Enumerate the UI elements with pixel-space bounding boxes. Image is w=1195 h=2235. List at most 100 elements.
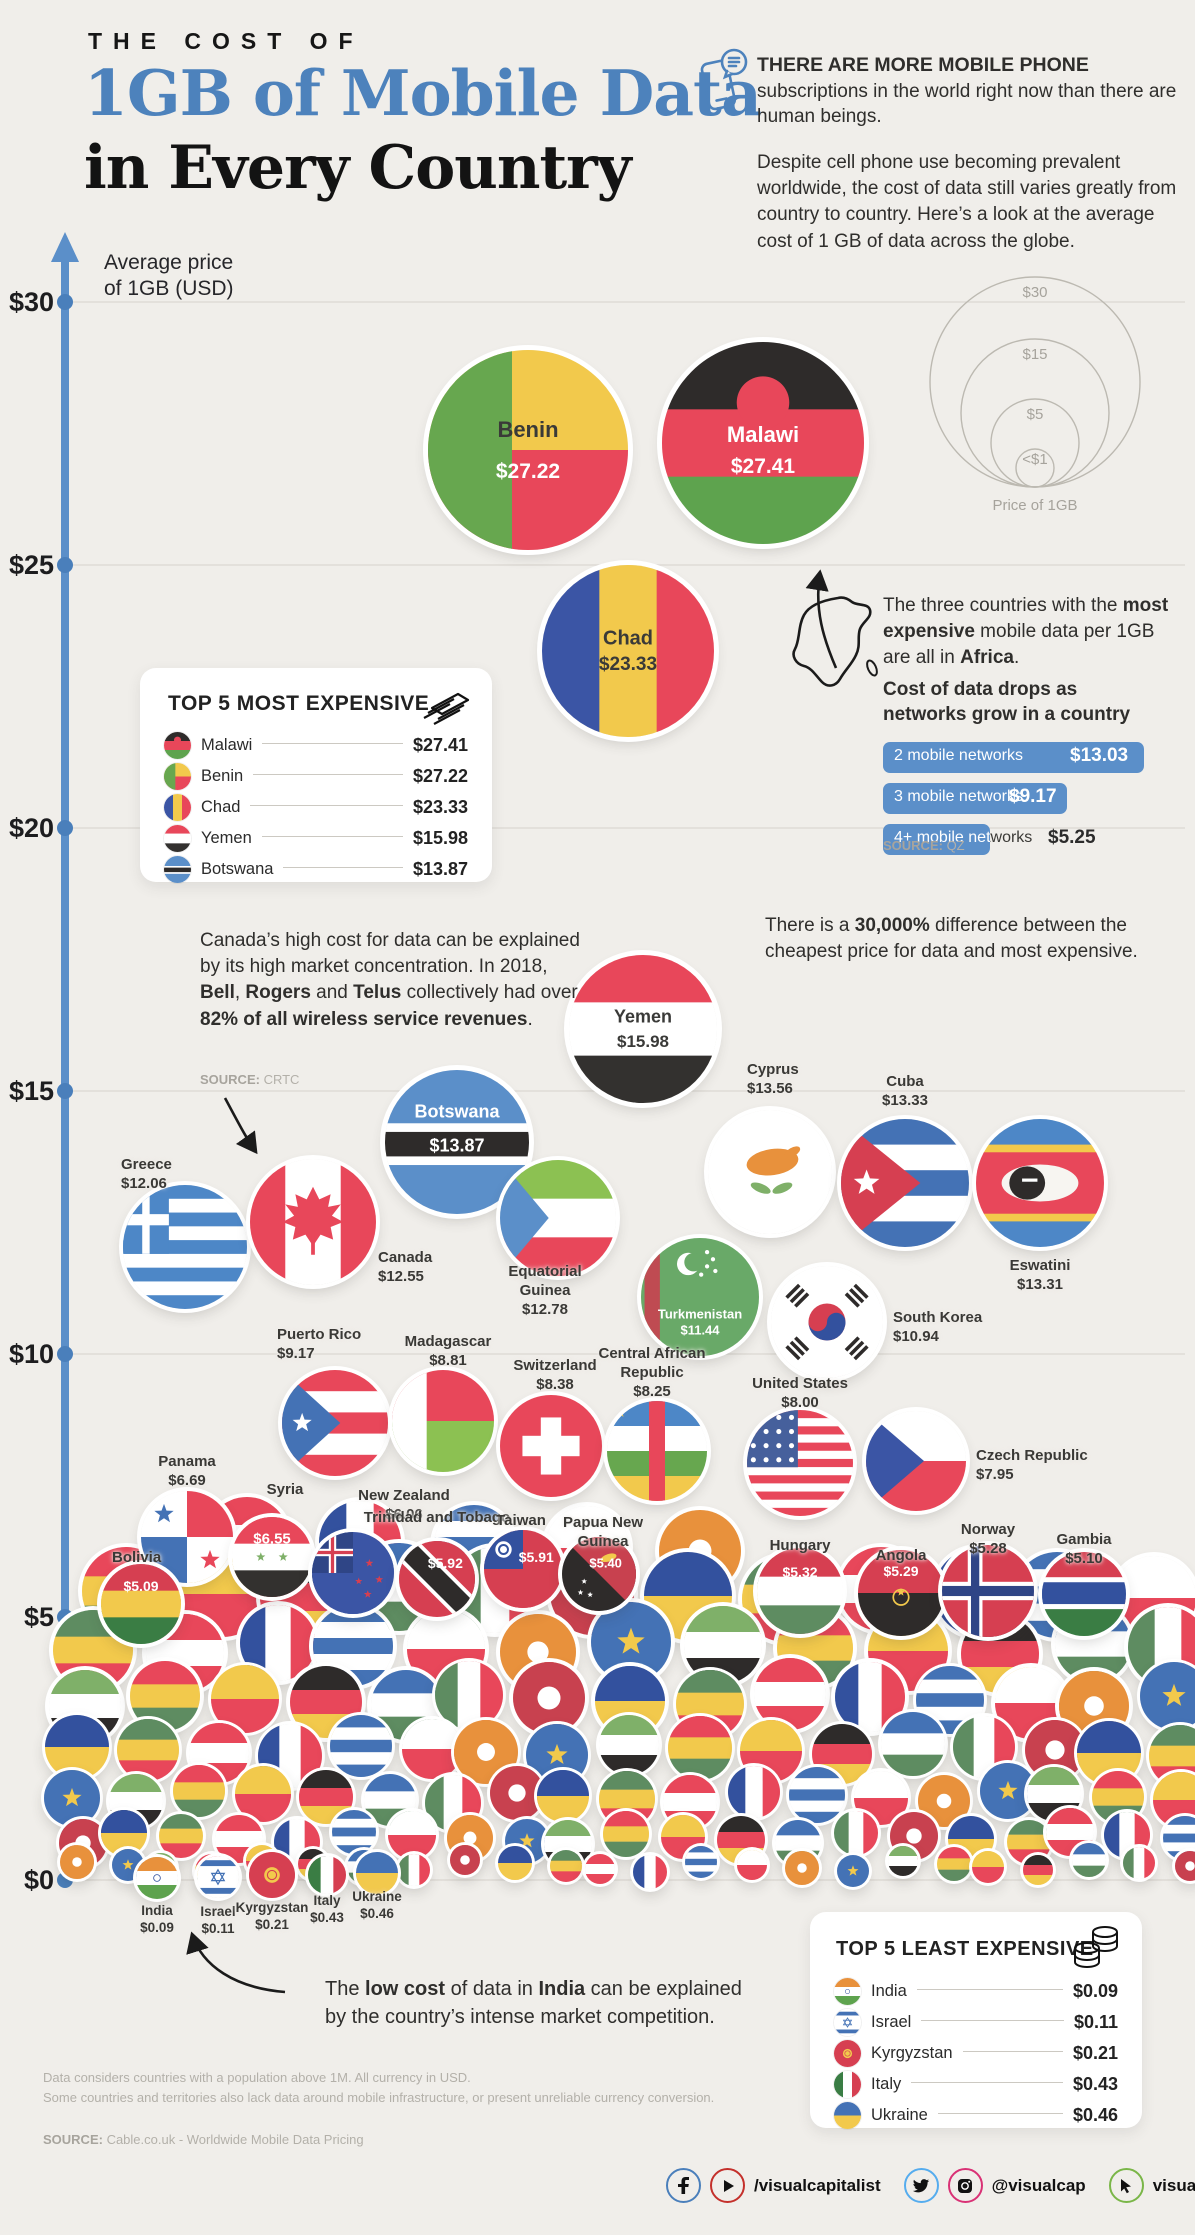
footer-notes: Data considers countries with a populati… <box>43 2068 714 2108</box>
social-handle-fb-yt[interactable]: /visualcapitalist <box>754 2175 881 2195</box>
network-bar: 4+ mobile networks <box>883 824 990 855</box>
bubble-value-botswana: $13.87 <box>429 1135 485 1156</box>
malawi-mini-flag-icon <box>164 732 191 759</box>
bubble-cyprus <box>708 1110 832 1234</box>
bubble-value-bolivia: $5.09 <box>123 1578 159 1594</box>
network-bar-value: $13.03 <box>1070 745 1129 766</box>
top5-least-expensive-rows: India $0.09 Israel $0.11 Kyrgyzstan $0.21 Ital… <box>834 1976 1118 2131</box>
bubble-label-cuba: Cuba $13.33 <box>882 1073 928 1110</box>
bubble-eqguinea <box>500 1160 616 1276</box>
network-bar-row: 3 mobile networks $9.17 <box>883 783 1183 814</box>
crowd-flag-bubble <box>330 1715 393 1777</box>
y-tick-25: $25 <box>8 550 54 580</box>
bubble-png: $5.40 <box>562 1537 636 1611</box>
bubble-benin: Benin $27.22 <box>428 350 628 550</box>
svg-text:$15: $15 <box>1022 346 1047 363</box>
india-mini-flag-icon <box>834 1978 861 2005</box>
botswana-mini-flag-icon <box>164 856 191 883</box>
bubble-value-png: $5.40 <box>589 1555 622 1571</box>
leader-line <box>262 743 403 744</box>
crowd-flag-bubble <box>449 1845 480 1875</box>
top5-row-botswana: Botswana $13.87 <box>164 854 468 885</box>
bubble-name-botswana: Botswana <box>414 1101 500 1122</box>
top5-row-israel: Israel $0.11 <box>834 2007 1118 2038</box>
top5-row-malawi: Malawi $27.41 <box>164 730 468 761</box>
crowd-flag-bubble <box>936 1847 971 1881</box>
social-handle-tw-ig[interactable]: @visualcap <box>991 2175 1086 2195</box>
crowd-flag-bubble <box>602 1811 649 1857</box>
bubble-label-india: India $0.09 <box>140 1903 174 1936</box>
top5-row-benin: Benin $27.22 <box>164 761 468 792</box>
crowd-flag-bubble <box>736 1850 767 1880</box>
y-tick-15: $15 <box>8 1076 54 1106</box>
instagram-icon[interactable] <box>947 2168 983 2203</box>
top5-row-chad: Chad $23.33 <box>164 792 468 823</box>
top5-row-kyrgyzstan: Kyrgyzstan $0.21 <box>834 2038 1118 2069</box>
top5-most-expensive-panel: TOP 5 MOST EXPENSIVE Malawi $27.41 Benin $2… <box>140 668 492 885</box>
bubble-malawi: Malawi $27.41 <box>662 342 864 544</box>
leader-line <box>911 2082 1063 2083</box>
network-bar-label: 2 mobile networks <box>894 747 1023 764</box>
network-source: SOURCE: QZ <box>883 838 965 853</box>
footer-source: SOURCE: Cable.co.uk - Worldwide Mobile D… <box>43 2132 364 2147</box>
top5-value: $27.41 <box>412 735 468 755</box>
facebook-icon[interactable] <box>666 2168 701 2203</box>
leader-line <box>962 2051 1063 2052</box>
arrow-to-canada <box>223 1097 258 1155</box>
footer-note-1: Data considers countries with a populati… <box>43 2070 471 2085</box>
bubble-label-eswatini: Eswatini $13.31 <box>1009 1257 1071 1294</box>
bubble-label-ukraine: Ukraine $0.46 <box>352 1889 402 1922</box>
bubble-label-png: Papua New Guinea <box>562 1514 644 1551</box>
bubble-label-nz: New Zealand $6.06 <box>358 1487 450 1524</box>
benin-mini-flag-icon <box>164 763 191 790</box>
youtube-icon[interactable] <box>710 2168 745 2203</box>
bubble-label-israel: Israel $0.11 <box>200 1904 236 1937</box>
bubble-usa <box>747 1410 853 1516</box>
bubble-value-benin: $27.22 <box>495 460 561 483</box>
bubble-label-cyprus: Cyprus $13.56 <box>747 1061 799 1098</box>
svg-text:$30: $30 <box>1022 284 1047 301</box>
network-chart-title: Cost of data drops as networks grow in a… <box>883 679 1131 725</box>
bubble-czech <box>866 1411 966 1511</box>
bubble-value-trinidad: $5.92 <box>427 1555 463 1572</box>
bubble-name-yemen: Yemen <box>613 1006 673 1027</box>
top5-most-expensive-rows: Malawi $27.41 Benin $27.22 Chad $23.33 Yemen $1… <box>164 730 468 885</box>
top5-country: Benin <box>201 767 244 785</box>
crowd-flag-bubble <box>60 1845 94 1879</box>
crowd-flag-bubble <box>159 1814 204 1858</box>
bubble-yemen: Yemen $15.98 <box>569 955 717 1103</box>
bubble-norway <box>942 1545 1034 1637</box>
bubble-label-angola: Angola <box>875 1547 927 1564</box>
network-bar-row: 2 mobile networks $13.03 <box>883 742 1183 773</box>
social-site[interactable]: visualcapitalist.com <box>1152 2175 1195 2195</box>
top5-value: $27.22 <box>412 766 468 786</box>
svg-text:Price of 1GB: Price of 1GB <box>992 497 1077 514</box>
bubble-car <box>607 1401 707 1501</box>
intro-statement: THERE ARE MORE MOBILE PHONE subscription… <box>757 53 1185 129</box>
network-bar-label-overflow: 4+ mobile networks <box>968 829 1033 846</box>
top5-country: Italy <box>871 2075 902 2093</box>
bubble-chad: Chad $23.33 <box>542 565 714 737</box>
money-bills-icon <box>423 692 470 725</box>
leader-line <box>937 2113 1063 2114</box>
bubble-skorea <box>771 1266 883 1378</box>
leader-line <box>253 774 403 775</box>
bubble-value-syria: $6.55 <box>253 1530 291 1548</box>
top5-row-italy: Italy $0.43 <box>834 2069 1118 2100</box>
leader-line <box>921 2020 1064 2021</box>
crowd-flag-bubble <box>513 1662 586 1734</box>
twitter-icon[interactable] <box>903 2168 939 2203</box>
top5-least-expensive-panel: TOP 5 LEAST EXPENSIVE India $0.09 Israel $0… <box>810 1912 1142 2131</box>
bubble-label-eqguinea: Equatorial Guinea $12.78 <box>508 1263 582 1319</box>
top5-value: $15.98 <box>412 828 468 848</box>
chad-mini-flag-icon <box>164 794 191 821</box>
bubble-label-gambia: Gambia $5.10 <box>1056 1531 1112 1568</box>
crowd-flag-bubble <box>979 1763 1036 1819</box>
top5-value: $0.11 <box>1073 2012 1118 2032</box>
cursor-icon[interactable] <box>1108 2168 1144 2203</box>
crowd-flag-bubble <box>53 1610 133 1690</box>
kyrgyzstan-mini-flag-icon <box>834 2040 861 2067</box>
svg-text:<$1: <$1 <box>1022 451 1047 468</box>
